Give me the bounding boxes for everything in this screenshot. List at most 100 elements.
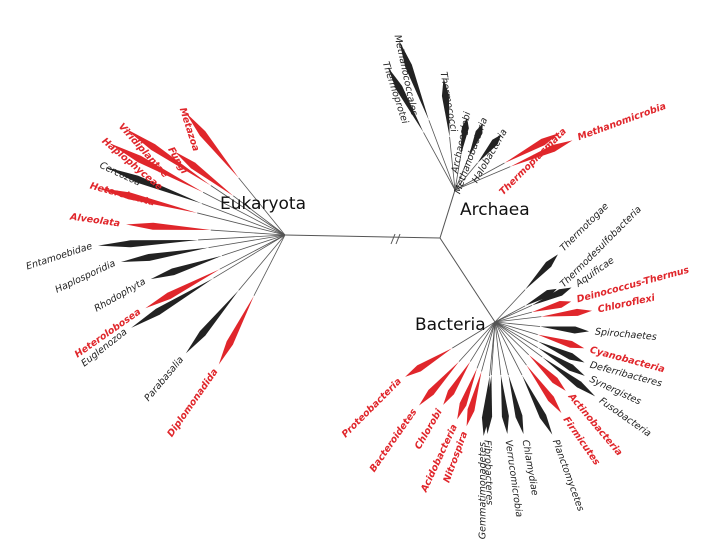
taxon-label: Entamoebidae [25,241,94,273]
branch-wedge [419,361,459,406]
break-mark [390,233,396,245]
branch-line [494,321,538,335]
branch-wedge [531,301,572,313]
taxon-label: Gemmatimonadetes [478,442,489,539]
branch-wedge [441,77,450,137]
branch-line [454,154,462,191]
taxon-label: Rhodophyta [92,276,147,314]
branch-line [494,321,502,376]
trunk-line [284,234,441,239]
branch-wedge [97,239,199,248]
branch-line [494,321,543,358]
branch-wedge [510,140,573,167]
branch-wedge [531,287,572,306]
branch-line [454,166,511,191]
taxon-label: Parabasalia [142,354,186,403]
branch-line [423,132,456,191]
branch-wedge [185,290,239,354]
taxon-label: Spirochaetes [595,327,658,343]
branch-wedge [542,357,596,397]
branch-wedge [95,187,198,213]
branch-line [469,321,496,362]
branch-line [253,234,286,296]
branch-wedge [540,326,590,334]
branch-wedge [477,134,502,163]
branch-line [494,304,533,323]
branch-wedge [500,375,509,435]
branch-wedge [399,40,429,121]
tree-trunk [284,189,496,323]
taxon-label: Methanomicrobia [576,101,668,143]
taxon-label: Heterolobosea [73,306,143,360]
branch-line [221,234,286,257]
branch-line [452,321,496,349]
branch-wedge [526,365,562,414]
trunk-line [439,189,456,239]
branch-wedge [525,254,558,290]
branch-wedge [124,128,211,186]
branch-line [458,321,496,362]
branch-line [494,321,538,348]
branch-wedge [387,67,424,133]
branch-line [238,234,286,291]
taxon-label: Chlamydiae [520,439,541,497]
branch-wedge [528,354,566,391]
branch-wedge [120,247,209,263]
branch-line [454,162,478,191]
branch-line [210,185,286,236]
branch-wedge [108,142,204,193]
branch-wedge [460,117,469,155]
branch-wedge [105,167,202,204]
trunk-line [439,237,496,323]
taxon-label: Verrucomicrobia [503,439,525,518]
branch-line [494,289,526,323]
branch-wedge [145,269,220,309]
branch-wedge [537,341,585,363]
branch-wedge [125,222,211,231]
domain-label: Archaea [460,200,530,220]
branch-wedge [508,375,524,435]
branch-line [476,321,496,369]
branch-line [198,234,286,241]
branch-line [494,316,542,323]
branch-wedge [218,295,254,365]
branch-wedge [131,278,214,328]
branch-line [494,321,523,376]
branch-line [219,234,286,270]
branch-wedge [466,371,482,427]
branch-line [494,311,533,323]
branch-wedge [481,376,490,437]
break-mark [395,233,401,245]
branch-line [197,212,286,236]
branch-wedge [537,334,585,349]
taxon-label: Thermococci [438,71,459,133]
branches [95,40,596,437]
branch-wedge [174,151,234,196]
domain-label: Eukaryota [220,194,306,214]
branch-line [238,177,286,236]
branch-line [481,321,496,372]
branch-line [201,203,286,236]
branch-line [213,234,286,279]
branch-line [428,120,456,191]
branch-wedge [537,347,585,376]
branch-line [454,157,469,191]
branch-wedge [522,375,553,435]
branch-line [494,321,541,327]
labels: MetazoaFungiViridiplantaeHaplophyceaeCer… [25,34,691,539]
branch-line [494,321,527,366]
taxon-label: Alveolata [68,211,120,229]
branch-wedge [541,308,593,317]
taxon-label: Haplosporidia [54,258,118,296]
branch-wedge [405,348,453,377]
branch-wedge [185,112,239,178]
branch-line [494,321,530,356]
taxon-label: Diplomonadida [165,367,220,439]
branch-wedge [525,288,557,306]
taxon-label: Fibrobacteres [482,440,495,506]
branch-wedge [504,132,560,163]
branch-wedge [443,361,471,405]
branch-line [489,321,496,377]
branch-line [494,321,538,342]
